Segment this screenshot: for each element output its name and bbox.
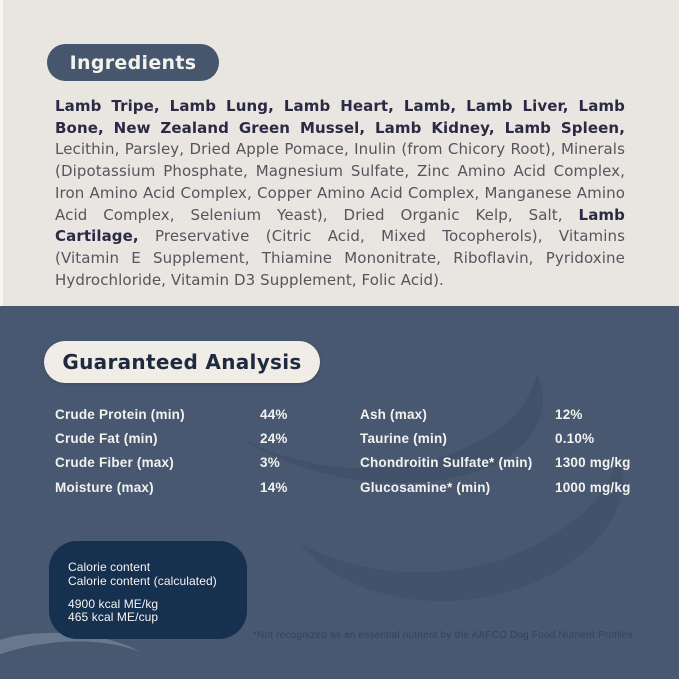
nutrient-label: Glucosamine* (min) <box>360 479 491 495</box>
guaranteed-analysis-section: Guaranteed Analysis Crude Protein (min) 4… <box>0 306 679 679</box>
wave-shape-lower <box>300 454 623 602</box>
nutrient-label: Moisture (max) <box>55 479 154 495</box>
analysis-row: Crude Protein (min) 44% <box>55 402 345 426</box>
calorie-heading-line: Calorie content (calculated) <box>68 573 217 588</box>
analysis-row: Moisture (max) 14% <box>55 475 345 499</box>
analysis-row: Glucosamine* (min) 1000 mg/kg <box>360 475 635 499</box>
nutrient-value: 0.10% <box>555 431 595 447</box>
nutrient-label: Crude Fat (min) <box>55 431 158 447</box>
analysis-row: Crude Fat (min) 24% <box>55 426 345 450</box>
calorie-value-line: 4900 kcal ME/kg <box>68 596 159 611</box>
nutrient-value: 1000 mg/kg <box>555 479 631 495</box>
aafco-footnote: *Not recognized as an essential nutrient… <box>252 630 633 641</box>
nutrient-label: Crude Protein (min) <box>55 406 185 422</box>
wave-shape-corner <box>0 632 140 655</box>
analysis-row: Chondroitin Sulfate* (min) 1300 mg/kg <box>360 451 635 475</box>
wave-shape-upper <box>240 374 543 483</box>
analysis-row: Crude Fiber (max) 3% <box>55 451 345 475</box>
ingredients-title: Ingredients <box>69 51 197 74</box>
guaranteed-analysis-title-pill: Guaranteed Analysis <box>44 341 320 383</box>
analysis-column-left: Crude Protein (min) 44% Crude Fat (min) 24%… <box>55 402 345 500</box>
wave-decoration-graphic <box>0 374 623 655</box>
ingredients-text: Lamb Tripe, Lamb Lung, Lamb Heart, Lamb,… <box>55 96 625 291</box>
analysis-row: Taurine (min) 0.10% <box>360 426 635 450</box>
analysis-column-right: Ash (max) 12% Taurine (min) 0.10% Chondroiti… <box>360 402 635 500</box>
nutrient-label: Taurine (min) <box>360 431 448 447</box>
nutrient-label: Chondroitin Sulfate* (min) <box>360 455 533 471</box>
nutrient-value: 3% <box>260 455 280 471</box>
ingredient-segment-secondary: Lecithin, Parsley, Dried Apple Pomace, I… <box>55 140 625 224</box>
ingredients-title-pill: Ingredients <box>47 44 219 81</box>
nutrient-value: 1300 mg/kg <box>555 455 631 471</box>
nutrient-label: Crude Fiber (max) <box>55 455 174 471</box>
ingredients-section: Ingredients Lamb Tripe, Lamb Lung, Lamb … <box>0 0 679 306</box>
calorie-heading-line: Calorie content <box>68 560 151 574</box>
guaranteed-analysis-title: Guaranteed Analysis <box>62 350 302 374</box>
analysis-row: Ash (max) 12% <box>360 402 635 426</box>
nutrient-label: Ash (max) <box>360 406 428 422</box>
ingredient-segment-secondary: Preservative (Citric Acid, Mixed Tocophe… <box>55 227 625 289</box>
ingredient-segment-primary: Lamb Cartilage, <box>55 205 625 246</box>
calorie-value-line: 465 kcal ME/cup <box>68 610 159 625</box>
nutrient-value: 12% <box>555 406 583 422</box>
nutrient-value: 14% <box>260 479 288 495</box>
ingredient-segment-primary: Lamb Tripe, Lamb Lung, Lamb Heart, Lamb,… <box>55 97 625 137</box>
calorie-content-box: Calorie content Calorie content (calcula… <box>49 541 247 639</box>
nutrient-value: 44% <box>260 406 288 422</box>
nutrient-value: 24% <box>260 431 288 447</box>
